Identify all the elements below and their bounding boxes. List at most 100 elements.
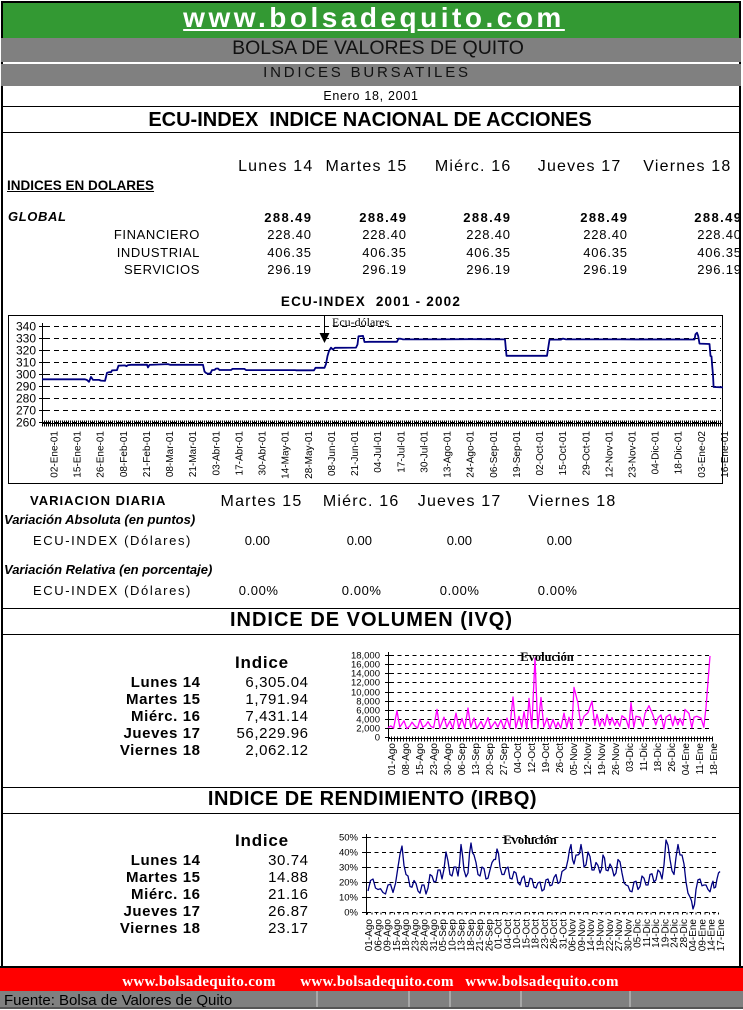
svg-text:04-Oct: 04-Oct xyxy=(503,919,514,949)
svg-text:12-Oct: 12-Oct xyxy=(527,743,538,773)
svg-text:18-Dic: 18-Dic xyxy=(653,743,664,772)
svg-text:05-Sep: 05-Sep xyxy=(438,919,449,952)
svg-text:11-Dic: 11-Dic xyxy=(642,919,653,947)
svg-text:14-May-01: 14-May-01 xyxy=(281,431,292,479)
svg-text:02-Oct-01: 02-Oct-01 xyxy=(535,431,546,476)
svg-text:21-Mar-01: 21-Mar-01 xyxy=(188,431,199,478)
svg-text:08-Jun-01: 08-Jun-01 xyxy=(327,431,338,476)
svg-text:20-Sep: 20-Sep xyxy=(485,743,496,776)
svg-text:12-Nov-01: 12-Nov-01 xyxy=(604,431,615,478)
svg-text:05-Dic: 05-Dic xyxy=(633,919,644,948)
svg-text:Evolución: Evolución xyxy=(520,650,574,664)
svg-text:15-Oct: 15-Oct xyxy=(521,919,532,949)
svg-text:04-Dic-01: 04-Dic-01 xyxy=(651,431,662,475)
svg-text:05-Nov: 05-Nov xyxy=(569,743,580,775)
svg-text:50%: 50% xyxy=(339,833,359,844)
svg-text:04-Ene: 04-Ene xyxy=(681,743,692,776)
svg-text:Ecu-dólares: Ecu-dólares xyxy=(332,315,390,329)
svg-text:21-Sep: 21-Sep xyxy=(475,919,486,952)
svg-text:320: 320 xyxy=(16,344,36,358)
svg-text:30-Jul-01: 30-Jul-01 xyxy=(419,431,430,473)
svg-text:13-Sep: 13-Sep xyxy=(457,919,468,952)
svg-text:18,000: 18,000 xyxy=(351,651,380,662)
svg-text:03-Abr-01: 03-Abr-01 xyxy=(211,431,222,476)
svg-text:28-Ago: 28-Ago xyxy=(420,919,431,952)
svg-text:30-Abr-01: 30-Abr-01 xyxy=(258,431,269,476)
svg-text:04-Ene: 04-Ene xyxy=(688,919,699,952)
svg-text:22-Nov: 22-Nov xyxy=(605,919,616,951)
svg-text:19-Oct: 19-Oct xyxy=(541,743,552,773)
svg-text:11-Dic: 11-Dic xyxy=(639,743,650,771)
svg-text:28-Dic: 28-Dic xyxy=(679,919,690,948)
svg-text:18-Oct: 18-Oct xyxy=(531,919,542,949)
svg-text:24-Dic: 24-Dic xyxy=(670,919,681,948)
svg-text:01-Oct: 01-Oct xyxy=(494,919,505,949)
svg-text:29-Oct-01: 29-Oct-01 xyxy=(581,431,592,476)
svg-text:31-Ago: 31-Ago xyxy=(429,919,440,952)
svg-text:13-Sep: 13-Sep xyxy=(471,743,482,776)
svg-text:14-Ene: 14-Ene xyxy=(707,919,718,952)
svg-text:26-Oct: 26-Oct xyxy=(555,743,566,773)
svg-text:12,000: 12,000 xyxy=(351,678,380,689)
svg-text:11-Ene: 11-Ene xyxy=(695,743,706,775)
svg-text:02-Ene-01: 02-Ene-01 xyxy=(50,431,61,478)
svg-text:18-Sep: 18-Sep xyxy=(466,919,477,952)
svg-text:24-Ago-01: 24-Ago-01 xyxy=(466,431,477,478)
svg-text:6,000: 6,000 xyxy=(356,706,380,717)
svg-text:19-Nov: 19-Nov xyxy=(597,743,608,775)
svg-text:10-Oct: 10-Oct xyxy=(512,919,523,949)
svg-text:17-Abr-01: 17-Abr-01 xyxy=(235,431,246,476)
svg-text:15-Oct-01: 15-Oct-01 xyxy=(558,431,569,476)
svg-text:18-Ene: 18-Ene xyxy=(709,743,720,776)
svg-text:310: 310 xyxy=(16,356,36,370)
svg-text:300: 300 xyxy=(16,368,36,382)
svg-text:26-Sep: 26-Sep xyxy=(484,919,495,952)
svg-text:14-Nov: 14-Nov xyxy=(586,919,597,951)
svg-text:13-Ago-01: 13-Ago-01 xyxy=(443,431,454,478)
svg-text:23-Ago: 23-Ago xyxy=(429,743,440,776)
svg-text:06-Ago: 06-Ago xyxy=(373,919,384,952)
svg-text:0%: 0% xyxy=(344,908,358,919)
svg-text:08-Mar-01: 08-Mar-01 xyxy=(165,431,176,478)
svg-text:06-Nov: 06-Nov xyxy=(568,919,579,951)
svg-text:26-Dic: 26-Dic xyxy=(667,743,678,772)
svg-text:8,000: 8,000 xyxy=(356,697,380,708)
svg-text:4,000: 4,000 xyxy=(356,715,380,726)
svg-text:08-Ago: 08-Ago xyxy=(401,743,412,776)
svg-text:270: 270 xyxy=(16,404,36,418)
svg-text:04-Jul-01: 04-Jul-01 xyxy=(373,431,384,473)
svg-text:30-Nov: 30-Nov xyxy=(623,919,634,951)
svg-text:15-Ago: 15-Ago xyxy=(415,743,426,776)
svg-text:20%: 20% xyxy=(339,878,359,889)
svg-text:30%: 30% xyxy=(339,863,359,874)
svg-text:03-Dic: 03-Dic xyxy=(625,743,636,772)
svg-text:14-Dic: 14-Dic xyxy=(651,919,662,948)
svg-text:17-Ene: 17-Ene xyxy=(716,919,725,952)
svg-text:16,000: 16,000 xyxy=(351,660,380,671)
svg-text:21-Jun-01: 21-Jun-01 xyxy=(350,431,361,476)
svg-text:19-Dic: 19-Dic xyxy=(660,919,671,948)
svg-text:18-Dic-01: 18-Dic-01 xyxy=(674,431,685,475)
svg-text:23-Oct: 23-Oct xyxy=(540,919,551,949)
svg-text:08-Feb-01: 08-Feb-01 xyxy=(119,431,130,478)
svg-text:40%: 40% xyxy=(339,848,359,859)
svg-text:18-Ago: 18-Ago xyxy=(401,919,412,952)
svg-text:10%: 10% xyxy=(339,893,359,904)
svg-text:27-Sep: 27-Sep xyxy=(499,743,510,776)
svg-text:03-Ene-02: 03-Ene-02 xyxy=(697,431,708,478)
svg-text:09-Ene: 09-Ene xyxy=(697,919,708,952)
svg-text:10-Sep: 10-Sep xyxy=(447,919,458,952)
svg-text:340: 340 xyxy=(16,320,36,334)
svg-text:30-Ago: 30-Ago xyxy=(443,743,454,776)
svg-text:15-Ago: 15-Ago xyxy=(392,919,403,952)
svg-text:260: 260 xyxy=(16,416,36,430)
svg-text:19-Nov: 19-Nov xyxy=(596,919,607,951)
svg-text:28-May-01: 28-May-01 xyxy=(304,431,315,479)
svg-text:2,000: 2,000 xyxy=(356,724,380,735)
svg-text:06-Sep-01: 06-Sep-01 xyxy=(489,431,500,478)
svg-text:0: 0 xyxy=(375,733,380,744)
svg-text:26-Nov: 26-Nov xyxy=(611,743,622,775)
svg-text:16-Ene-01: 16-Ene-01 xyxy=(720,431,731,478)
svg-text:330: 330 xyxy=(16,332,36,346)
svg-text:06-Sep: 06-Sep xyxy=(457,743,468,776)
